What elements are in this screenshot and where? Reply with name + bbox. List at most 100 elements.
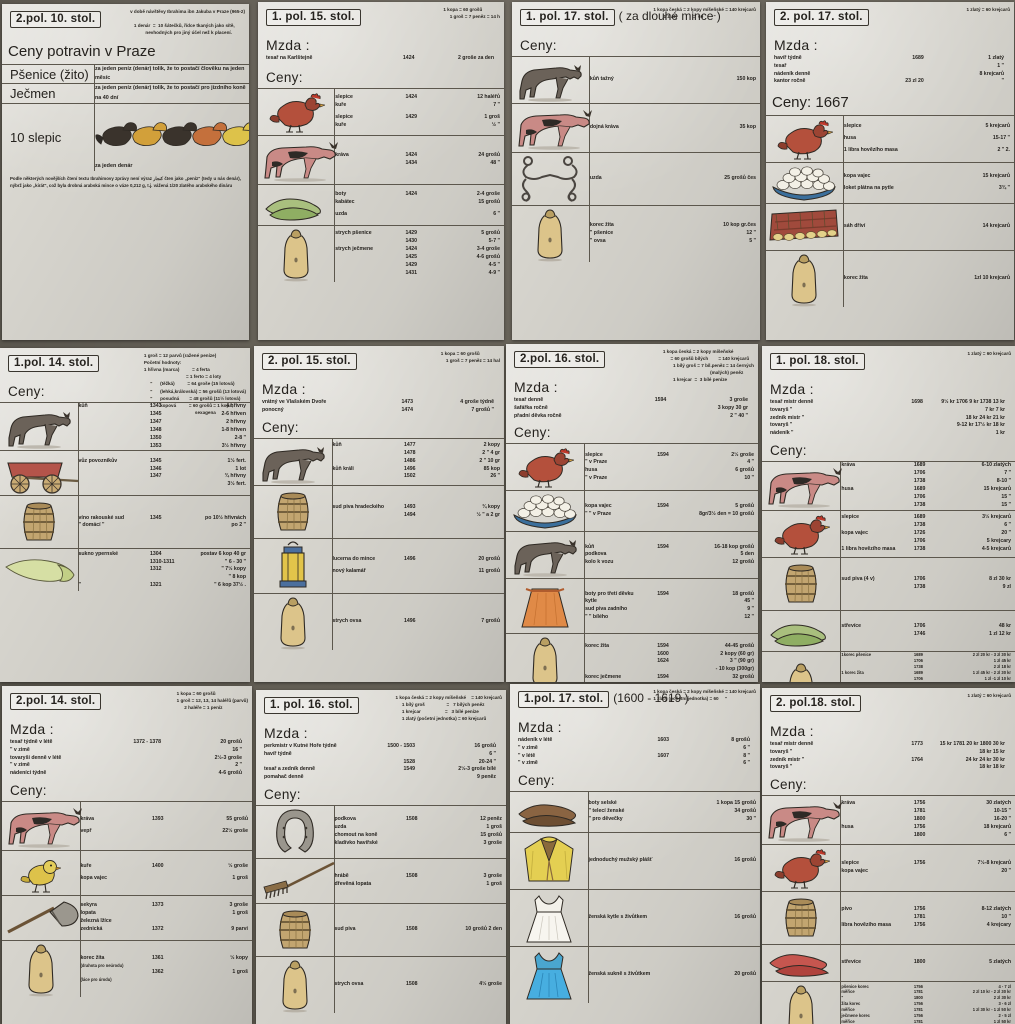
wage-job: ponocný <box>262 406 284 413</box>
wage-job: " v létě <box>518 752 536 759</box>
price-value: 15 grošů <box>480 831 502 838</box>
wage-value: 7 kr 7 kr <box>985 406 1005 413</box>
beer-barrel-illustration <box>785 898 818 937</box>
price-line: 1345 2-6 hřiven <box>79 411 251 419</box>
price-value: 2½ groše <box>731 451 754 458</box>
price-line: 1 libra hovězího masa 2 " 2. <box>844 147 1014 155</box>
price-item-cell: kráva 1424 24 grošů 1434 48 " <box>334 135 504 185</box>
price-item-description: za jeden peníz (denár) tolik, že to post… <box>94 63 249 84</box>
price-line: 1706 7 " <box>841 470 1015 478</box>
mens-coat-illustration <box>524 836 574 882</box>
wage-year: 1474 <box>401 406 414 413</box>
red-shoes-illustration <box>769 954 830 977</box>
price-line: kůň tažný 150 kop <box>590 76 760 84</box>
price-year <box>915 147 952 155</box>
price-item-name: podkova <box>585 551 607 558</box>
cloth-roll-illustration <box>5 559 75 583</box>
price-item-name <box>335 270 405 278</box>
wage-job: nádeníci týdně <box>10 770 47 777</box>
price-line: 1738 9 zl <box>841 584 1015 592</box>
wages-list: tesař denně 1594 3 groše šafářka ročně 3 kop… <box>514 397 752 420</box>
price-year: 1756 <box>913 983 923 989</box>
price-value: 15 krejcarů <box>983 485 1011 492</box>
price-year <box>152 977 190 983</box>
price-item-name <box>79 435 150 443</box>
item-illustration <box>256 804 335 859</box>
price-item-cell: 1korec pšenice 1689 2 zl 20 kr - 3 zl 30 k… <box>840 650 1015 682</box>
table-row: slepice 1594 2½ groše " v Praze 4 " husa 6 gr… <box>506 443 758 491</box>
price-line: boty selské 1 kopa 15 grošů <box>589 800 761 808</box>
price-year <box>657 551 695 559</box>
price-value: " 8 kop <box>228 574 246 581</box>
price-year: 1594 <box>657 451 669 458</box>
price-year: 1756 <box>913 860 926 867</box>
price-line: slepice 1429 1 groš <box>335 114 504 122</box>
chick-illustration <box>20 860 62 893</box>
price-line: kopa vajec 15 krejcarů <box>844 173 1014 181</box>
shoes-illustration <box>770 624 827 647</box>
panel-header: 1. pol. 15. stol. 1 kopa = 60 grošů 1 gro… <box>258 2 504 33</box>
item-illustration <box>258 88 336 136</box>
price-item-name <box>79 559 150 567</box>
price-item-cell: podkova 1508 12 peněz uzda 1 groš chomout na … <box>334 804 506 859</box>
price-line: ženská sukně s živůtkem 20 grošů <box>589 971 761 979</box>
price-line: 1781 10 " <box>841 914 1015 922</box>
price-value: 1 zl 30 kr - 1 zl 50 kr <box>972 1007 1011 1013</box>
currency-rates-note: 1 kopa = 60 grošů 1 groš = 7 peněz = 14 … <box>443 7 500 20</box>
price-item-name: 1korec pšenice <box>841 651 872 657</box>
wage-value: " <box>1001 78 1004 85</box>
wage-year <box>872 63 929 71</box>
price-value: 8 zl 30 kr <box>989 576 1011 583</box>
price-year <box>915 223 952 231</box>
price-year: 1756 <box>913 800 926 807</box>
panel-header: 1.pol. 14. stol. 1 groš = 12 parvů (ražen… <box>0 348 250 415</box>
price-item-name <box>79 427 150 435</box>
price-item-name: korec žita <box>589 222 614 229</box>
currency-rates-note: 1 kopa = 60 grošů 1 groš = 7 peněz = 14 … <box>440 351 500 364</box>
item-illustration <box>762 795 842 845</box>
price-item-name <box>333 512 404 520</box>
item-illustration <box>762 891 842 945</box>
price-line: kopa vajec 1726 20 " <box>841 530 1015 538</box>
price-item-name <box>585 651 657 659</box>
horse-illustration <box>8 411 71 449</box>
price-value: 12 grošů <box>732 559 754 566</box>
price-year <box>661 230 698 238</box>
price-year <box>915 135 952 143</box>
table-row: sud piva 1508 10 grošů 2 den <box>256 902 506 957</box>
price-value: 3½ hřivny <box>221 442 246 449</box>
price-year <box>657 467 695 475</box>
axe-illustration <box>7 901 79 934</box>
price-item-cell: lucerna do mince 1496 20 grošů nový kalamář… <box>332 537 504 594</box>
price-year: 1756 <box>913 922 926 929</box>
wage-value: 9 peněz <box>476 774 496 781</box>
price-item-cell: ženská sukně s živůtkem 20 grošů <box>588 946 761 1004</box>
price-value: 3-4 groše <box>476 246 500 253</box>
price-item-cell: korec žita 1594 44-45 grošů 1600 2 kopy (60 … <box>584 633 758 682</box>
wage-row: šafářka ročně 3 kopy 30 gr <box>514 405 752 413</box>
price-value: 5 krejcarů <box>985 123 1010 130</box>
price-item-cell: jednoduchý mužský plášť 16 grošů <box>588 832 760 890</box>
price-item-cell: boty selské 1 kopa 15 grošů " telecí žens… <box>588 791 761 833</box>
price-year: 1345 <box>149 457 162 464</box>
table-row: strych ovsa 1496 7 grošů <box>254 592 504 650</box>
price-item-name: (láce pro úrodu) <box>80 976 112 982</box>
price-year <box>406 832 444 840</box>
price-item-name: kopa vajec <box>841 530 868 537</box>
price-item-name: měřice <box>841 1019 855 1024</box>
price-panel-p17a_long: 1. pol. 17. stol.( za dlouhé mince ) 1 ko… <box>512 2 760 340</box>
price-item-cell: sukno ypernské 1304 postav 6 kop 40 gr 1310… <box>78 548 250 592</box>
price-item-name: kůň králi <box>332 465 354 472</box>
price-value: 2 zl 20 kr - 3 zl 30 kr <box>972 651 1011 657</box>
price-line: 1706 1 zl -1 zl 10 kr <box>841 676 1015 682</box>
price-item-name: lucerna do mince <box>332 555 376 562</box>
price-item-name <box>841 538 913 546</box>
item-illustration <box>2 800 82 851</box>
wage-job <box>264 759 363 767</box>
wage-year: 1773 <box>911 741 923 747</box>
price-value: 2 hřivny <box>226 418 246 425</box>
prices-label: Ceny: <box>266 70 303 85</box>
price-line: 1346 1 lot <box>79 466 251 474</box>
table-row: korec žita 1361 ½ kopy (drahota pro neúrodu… <box>2 939 252 997</box>
price-value: 2 " 10 gr <box>479 457 500 464</box>
